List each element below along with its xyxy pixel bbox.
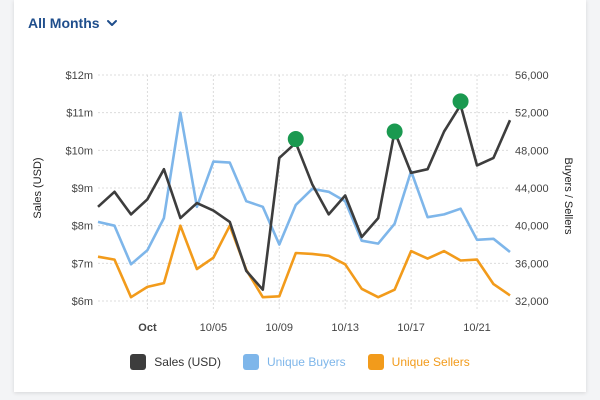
- y-right-axis-title: Buyers / Sellers: [562, 157, 574, 235]
- y-right-tick-label: 36,000: [515, 258, 549, 270]
- y-right-tick-label: 52,000: [515, 108, 549, 120]
- x-tick-label: 10/05: [200, 322, 228, 334]
- series-line-sellers: [97, 224, 511, 299]
- series-marker-sales: [287, 131, 304, 148]
- y-right-tick-label: 40,000: [515, 221, 549, 233]
- x-tick-label: 10/09: [266, 322, 294, 334]
- y-left-tick-label: $7m: [72, 258, 93, 270]
- x-tick-label: 10/21: [463, 322, 491, 334]
- legend-item-buyers[interactable]: Unique Buyers: [242, 354, 346, 370]
- y-left-tick-label: $6m: [72, 296, 93, 308]
- chart-legend: Sales (USD) Unique Buyers Unique Sellers: [0, 354, 600, 370]
- legend-swatch-buyers: [242, 354, 259, 370]
- y-left-tick-label: $10m: [65, 145, 93, 157]
- legend-item-sales[interactable]: Sales (USD): [130, 354, 221, 370]
- legend-label-sellers: Unique Sellers: [391, 355, 470, 369]
- y-right-tick-label: 44,000: [515, 183, 549, 195]
- legend-swatch-sellers: [367, 354, 384, 370]
- x-tick-label: 10/13: [331, 322, 359, 334]
- x-tick-label: Oct: [138, 322, 157, 334]
- y-left-axis-title: Sales (USD): [32, 157, 44, 218]
- x-tick-label: 10/17: [397, 322, 425, 334]
- y-left-tick-label: $11m: [66, 108, 93, 120]
- series-marker-sales: [452, 93, 469, 110]
- y-right-tick-label: 48,000: [515, 145, 549, 157]
- y-left-tick-label: $8m: [72, 221, 93, 233]
- series-marker-sales: [386, 123, 403, 140]
- month-filter-label: All Months: [28, 15, 100, 31]
- legend-item-sellers[interactable]: Unique Sellers: [367, 354, 470, 370]
- y-left-tick-label: $12m: [65, 70, 93, 82]
- y-left-tick-label: $9m: [72, 183, 93, 195]
- series-line-sales: [97, 103, 512, 292]
- chevron-down-icon: [106, 17, 118, 29]
- month-filter-dropdown[interactable]: All Months: [28, 12, 118, 34]
- y-right-tick-label: 32,000: [515, 296, 549, 308]
- legend-label-sales: Sales (USD): [154, 355, 221, 369]
- legend-label-buyers: Unique Buyers: [266, 355, 346, 369]
- legend-swatch-sales: [130, 354, 147, 370]
- series-line-buyers: [97, 111, 511, 266]
- y-right-tick-label: 56,000: [515, 70, 549, 82]
